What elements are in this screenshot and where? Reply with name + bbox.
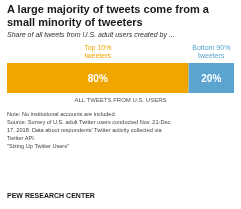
html-text:Note: No institutional account: Note: No institutional accounts are incl…	[7, 111, 117, 117]
svg-text:80%: 80%	[88, 73, 108, 84]
html-text:A large majority of tweets com: A large majority of tweets come from a	[7, 3, 209, 15]
html-text:Twitter API.: Twitter API.	[7, 135, 36, 141]
html-text:"Sizing Up Twitter Users": "Sizing Up Twitter Users"	[7, 143, 69, 149]
html-text:PEW RESEARCH CENTER: PEW RESEARCH CENTER	[7, 192, 95, 199]
svg-text:Bottom 90%tweeters: Bottom 90%tweeters	[192, 44, 230, 59]
svg-text:Top 10%tweeters: Top 10%tweeters	[84, 44, 111, 59]
svg-text:20%: 20%	[201, 73, 221, 84]
html-text:ALL TWEETS FROM U.S. USERS: ALL TWEETS FROM U.S. USERS	[74, 97, 167, 103]
html-text:Source: Survey of U.S. adult T: Source: Survey of U.S. adult Twitter use…	[7, 119, 172, 125]
html-text:small minority of tweeters: small minority of tweeters	[7, 16, 143, 28]
html-text:Share of all tweets from U.S.: Share of all tweets from U.S. adult user…	[7, 31, 175, 38]
html-text:17, 2018. Data about responden: 17, 2018. Data about respondents' Twitte…	[7, 127, 162, 133]
